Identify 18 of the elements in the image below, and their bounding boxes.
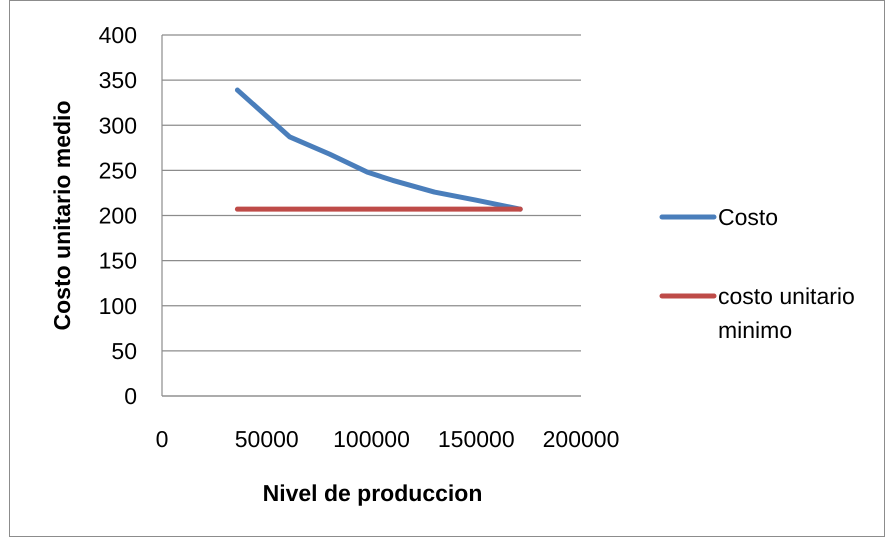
x-tick-label: 200000: [542, 426, 620, 452]
legend-label: Costo: [718, 204, 778, 230]
y-axis-title: Costo unitario medio: [49, 100, 75, 330]
y-tick-label: 150: [98, 248, 137, 274]
x-tick-label: 0: [156, 426, 168, 452]
y-tick-label: 350: [98, 67, 137, 94]
x-tick-label: 100000: [333, 426, 410, 452]
y-tick-label: 50: [111, 338, 137, 364]
x-tick-label: 150000: [438, 426, 515, 452]
y-tick-label: 0: [124, 383, 137, 409]
x-tick-label: 50000: [234, 426, 299, 452]
y-tick-label: 300: [98, 112, 137, 138]
y-tick-label: 400: [98, 22, 137, 48]
legend-label: costo unitario minimo: [718, 283, 855, 343]
y-tick-label: 200: [98, 202, 137, 228]
x-axis-title: Nivel de produccion: [262, 480, 482, 506]
y-tick-label: 250: [98, 157, 137, 184]
y-tick-label: 100: [98, 292, 137, 319]
